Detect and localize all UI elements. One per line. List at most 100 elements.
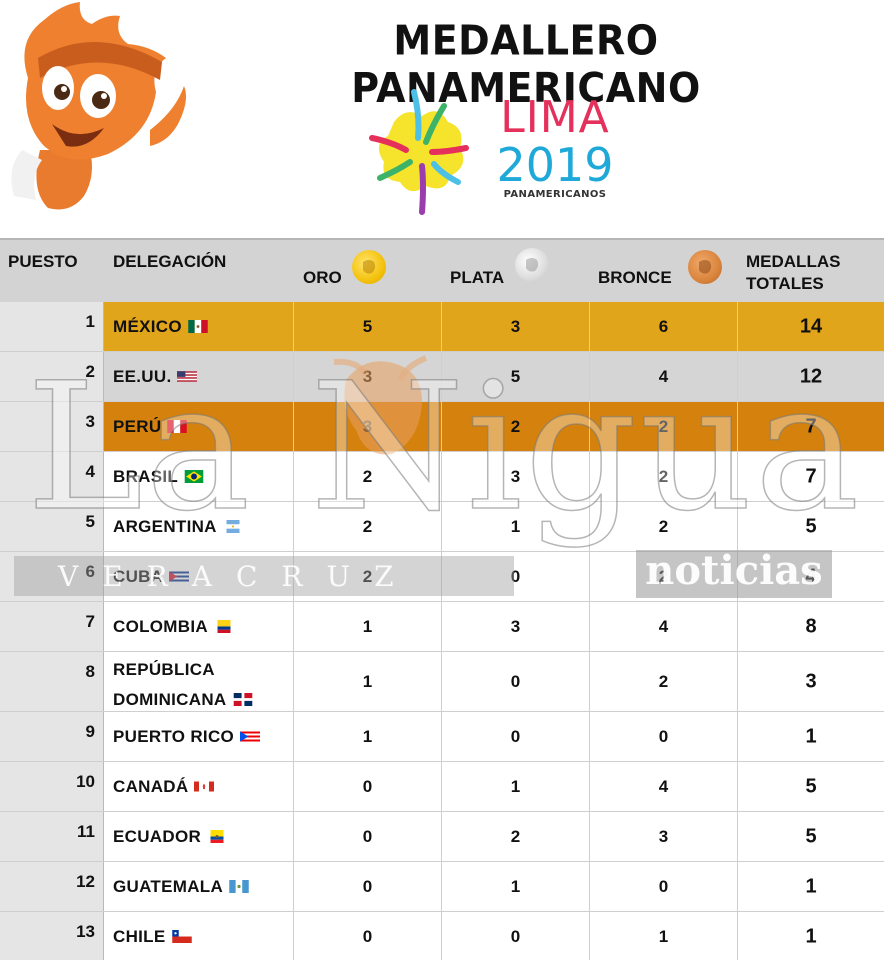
column-header-puesto: PUESTO	[8, 252, 78, 271]
silver-count: 1	[510, 876, 521, 896]
mexico-flag-icon	[188, 319, 208, 333]
silver-count: 5	[510, 366, 521, 386]
table-header: PUESTO DELEGACIÓN ORO PLATA BRONCE MEDAL…	[0, 238, 884, 302]
country-name: BRASIL	[113, 466, 179, 486]
total-count: 7	[805, 415, 817, 437]
country-name: ARGENTINA	[113, 516, 217, 536]
gold-count: 0	[362, 876, 373, 896]
rank: 1	[85, 312, 95, 331]
colombia-flag-icon	[217, 619, 231, 633]
silver-count: 2	[510, 826, 521, 846]
header: MEDALLERO PANAMERICANO LIMA 2019 PANAMER…	[0, 0, 884, 238]
country-name: PERÚ	[113, 416, 162, 436]
column-header-delegacion: DELEGACIÓN	[113, 252, 227, 271]
country-name: ECUADOR	[113, 826, 202, 846]
silver-count: 1	[510, 776, 521, 796]
bronze-count: 6	[658, 316, 669, 336]
bronze-count: 2	[658, 466, 669, 486]
usa-flag-icon	[177, 370, 198, 382]
silver-count: 1	[510, 516, 521, 536]
guatemala-flag-icon	[229, 879, 249, 893]
total-count: 14	[799, 315, 823, 337]
total-count: 12	[799, 365, 823, 387]
total-count: 7	[805, 465, 817, 487]
table-row: 4 BRASIL 2 3 2 7	[0, 452, 884, 502]
bronze-count: 3	[658, 826, 669, 846]
rank: 3	[85, 412, 95, 431]
country-name: CANADÁ	[113, 776, 189, 796]
table-row: 5 ARGENTINA 2 1 2 5	[0, 502, 884, 552]
peru-flag-icon	[167, 419, 188, 433]
bronze-count: 1	[658, 926, 669, 946]
table-row: 13 CHILE 0 0 1 1	[0, 912, 884, 960]
table-row: 12 GUATEMALA 0 1 0 1	[0, 862, 884, 912]
rank: 12	[76, 872, 95, 891]
rank: 8	[85, 662, 95, 681]
column-header-totales: MEDALLAS TOTALES	[746, 251, 876, 295]
bronze-count: 0	[658, 876, 669, 896]
table-row: 3 PERÚ 3 2 2 7	[0, 402, 884, 452]
bronze-count: 4	[658, 616, 669, 636]
country-name: GUATEMALA	[113, 876, 224, 896]
bronze-count: 2	[658, 516, 669, 536]
silver-count: 0	[510, 926, 521, 946]
total-count: 5	[805, 775, 817, 797]
table-row: 1 MÉXICO 5 3 6 14	[0, 302, 884, 352]
bronze-count: 4	[658, 776, 669, 796]
rank: 5	[85, 512, 95, 531]
gold-count: 5	[362, 316, 373, 336]
cuba-flag-icon	[169, 571, 190, 582]
country-name-line2: DOMINICANA	[113, 690, 227, 709]
total-count: 5	[805, 515, 817, 537]
country-name: PUERTO RICO	[113, 726, 235, 746]
silver-count: 0	[510, 671, 521, 691]
country-name-line1: REPÚBLICA	[113, 660, 215, 679]
gold-count: 2	[362, 466, 373, 486]
bronze-medal-icon	[688, 250, 722, 284]
table-row: 6 CUBA 2 0 2 4	[0, 552, 884, 602]
bronze-count: 2	[658, 671, 669, 691]
total-count: 3	[805, 670, 817, 692]
silver-count: 3	[510, 316, 521, 336]
gold-medal-icon	[352, 250, 386, 284]
table-row: 10 CANADÁ 0 1 4 5	[0, 762, 884, 812]
rank: 10	[76, 772, 95, 791]
gold-count: 2	[362, 566, 373, 586]
lima-2019-logo-icon	[369, 89, 469, 215]
bronze-count: 4	[658, 366, 669, 386]
chile-flag-icon	[171, 929, 192, 943]
column-header-totales-line1: MEDALLAS	[746, 252, 841, 271]
gold-count: 1	[362, 671, 373, 691]
country-name: EE.UU.	[113, 366, 172, 386]
rank: 9	[85, 722, 95, 741]
bronze-count: 2	[658, 566, 669, 586]
total-count: 1	[805, 925, 817, 947]
table-row: 11 ECUADOR 0 2 3 5	[0, 812, 884, 862]
table-row: 7 COLOMBIA 1 3 4 8	[0, 602, 884, 652]
gold-count: 3	[362, 416, 373, 436]
silver-count: 3	[510, 466, 521, 486]
gold-count: 3	[362, 366, 373, 386]
rank: 7	[85, 612, 95, 631]
country-name: CUBA	[113, 566, 164, 586]
country-name: CHILE	[113, 926, 166, 946]
rank: 4	[85, 462, 95, 481]
total-count: 1	[805, 725, 817, 747]
dominican-republic-flag-icon	[233, 693, 252, 707]
rank: 6	[85, 562, 95, 581]
bronze-count: 2	[658, 416, 669, 436]
column-header-totales-line2: TOTALES	[746, 274, 824, 293]
country-name: MÉXICO	[113, 316, 182, 336]
rank: 13	[76, 922, 95, 941]
logo-wordmark: LIMA	[500, 92, 610, 143]
gold-count: 1	[362, 726, 373, 746]
column-header-plata: PLATA	[450, 268, 505, 287]
total-count: 8	[805, 615, 817, 637]
table-row: 9 PUERTO RICO 1 0 0 1	[0, 712, 884, 762]
rank: 2	[85, 362, 95, 381]
silver-count: 3	[510, 616, 521, 636]
logo-year: 2019	[496, 138, 614, 192]
logo-subtitle: PANAMERICANOS	[503, 189, 607, 200]
argentina-flag-icon	[226, 519, 240, 533]
ecuador-flag-icon	[210, 829, 224, 843]
